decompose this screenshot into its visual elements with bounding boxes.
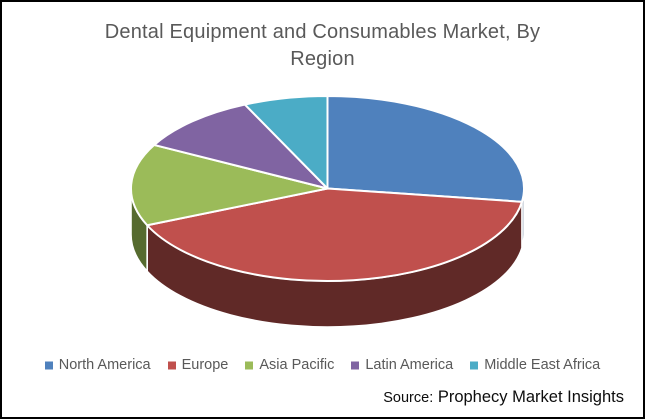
source-label: Source: [383, 390, 434, 406]
chart-title: Dental Equipment and Consumables Market,… [2, 19, 643, 73]
legend-item-middle-east-africa: Middle East Africa [470, 356, 600, 374]
legend-swatch-asia-pacific-icon [245, 361, 254, 370]
pie-slice-middle-east-africa [243, 95, 329, 190]
legend-item-latin-america: Latin America [351, 356, 453, 374]
pie-slice-asia-pacific [130, 143, 329, 227]
pie-slice-latin-america [153, 103, 329, 190]
legend-swatch-north-america-icon [44, 361, 53, 370]
legend-label-asia-pacific: Asia Pacific [259, 357, 335, 373]
pie-slice-north-america [326, 95, 525, 203]
legend-label-middle-east-africa: Middle East Africa [484, 357, 601, 373]
source-caption: Source: Prophecy Market Insights [383, 386, 624, 409]
chart-title-line-2: Region [290, 48, 355, 70]
legend-item-asia-pacific: Asia Pacific [245, 356, 334, 374]
legend-swatch-europe-icon [167, 361, 176, 370]
legend-label-europe: Europe [181, 357, 229, 373]
source-text: Prophecy Market Insights [437, 388, 624, 406]
legend-item-north-america: North America [44, 356, 151, 374]
pie-tops [130, 95, 525, 282]
legend-item-europe: Europe [167, 356, 229, 374]
chart-legend: North America Europe Asia Pacific Latin … [2, 356, 643, 374]
legend-swatch-middle-east-africa-icon [470, 361, 479, 370]
legend-label-latin-america: Latin America [365, 357, 454, 373]
legend-label-north-america: North America [58, 357, 151, 373]
pie-slice-europe [146, 187, 523, 282]
chart-title-line-1: Dental Equipment and Consumables Market,… [104, 21, 541, 43]
legend-swatch-latin-america-icon [351, 361, 360, 370]
